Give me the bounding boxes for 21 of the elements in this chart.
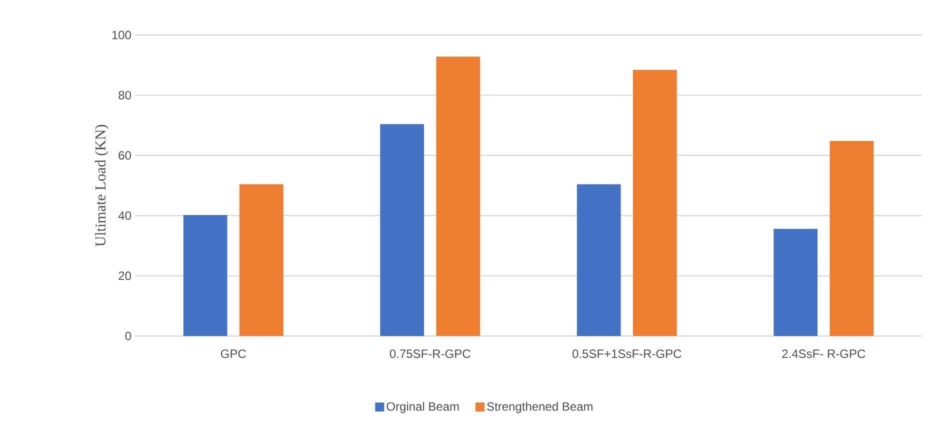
bar — [380, 124, 424, 336]
bar — [436, 56, 480, 336]
bar — [576, 184, 621, 336]
bar — [239, 184, 284, 336]
x-tick-label: 0.5SF+1SsF-R-GPC — [572, 350, 682, 358]
legend-label: Strengthened Beam — [487, 402, 592, 414]
bar — [774, 228, 818, 336]
x-tick-label: GPC — [220, 350, 246, 358]
bar — [830, 140, 874, 336]
legend-label: Orginal Beam — [386, 402, 459, 414]
y-tick-label: 40 — [118, 211, 132, 220]
bar — [183, 214, 228, 336]
y-tick-label: 80 — [118, 90, 132, 100]
y-axis-title: Ultimate Load (KN) — [95, 124, 109, 246]
y-tick-label: 100 — [112, 30, 132, 40]
y-tick-label: 20 — [118, 272, 132, 280]
y-tick-label: 0 — [125, 332, 132, 340]
x-tick-label: 2.4SsF- R-GPC — [782, 350, 866, 358]
x-tick-label: 0.75SF-R-GPC — [390, 350, 470, 358]
bar — [632, 70, 677, 336]
y-tick-label: 60 — [118, 151, 132, 160]
